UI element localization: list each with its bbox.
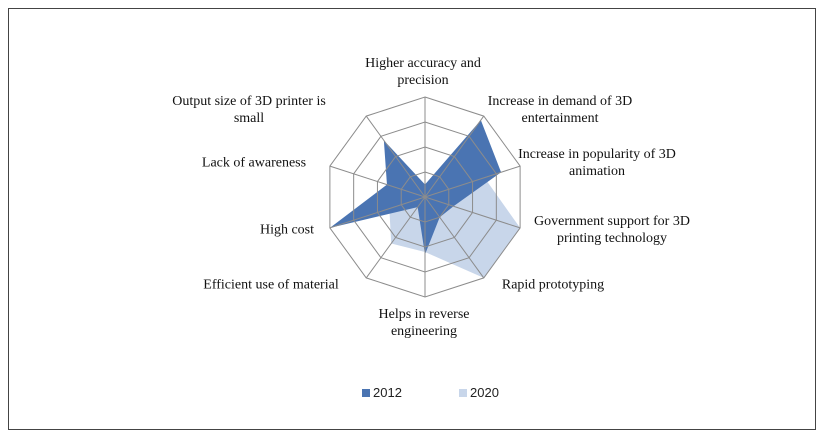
- spoke: [365, 115, 426, 198]
- spoke: [424, 115, 485, 198]
- spoke: [329, 165, 426, 198]
- legend-label: 2020: [470, 385, 499, 400]
- spoke: [424, 196, 521, 229]
- category-label: Increase in demand of 3D entertainment: [487, 94, 633, 126]
- legend-swatch: [362, 389, 370, 397]
- category-label: High cost: [259, 222, 315, 238]
- spoke: [424, 196, 485, 279]
- category-label: Output size of 3D printer is small: [172, 94, 326, 126]
- spoke: [365, 196, 426, 279]
- spoke: [424, 165, 521, 198]
- category-label: Helps in reverse engineering: [378, 307, 470, 339]
- category-label: Rapid prototyping: [501, 277, 605, 293]
- spoke: [329, 196, 426, 229]
- category-label: Higher accuracy and precision: [365, 56, 481, 88]
- radar-area: [329, 120, 502, 255]
- legend-label: 2012: [373, 385, 402, 400]
- category-label: Lack of awareness: [201, 155, 307, 171]
- category-label: Efficient use of material: [203, 277, 339, 293]
- category-label: Increase in popularity of 3D animation: [518, 147, 676, 179]
- category-label: Government support for 3D printing techn…: [534, 214, 690, 246]
- chart-frame: [8, 8, 816, 430]
- legend-swatch: [459, 389, 467, 397]
